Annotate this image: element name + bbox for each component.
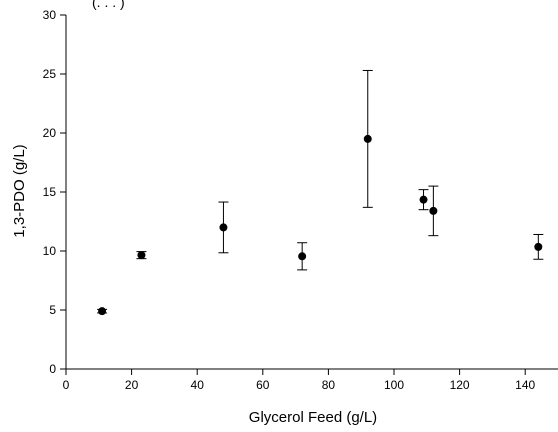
axes: 0 5 10 15 20 25 30 0 20 40 60 80 100 120 140 <box>43 8 558 392</box>
data-point <box>429 206 438 215</box>
data-point-group <box>418 189 429 211</box>
data-point <box>363 134 372 143</box>
x-tick-label: 60 <box>256 378 270 392</box>
x-tick-label: 40 <box>191 378 205 392</box>
data-marks <box>97 69 544 316</box>
x-tick-label: 120 <box>450 378 470 392</box>
chart-title-fragment: (. . . ) <box>92 0 125 10</box>
x-tick-label: 20 <box>125 378 139 392</box>
y-tick-label: 20 <box>43 126 57 140</box>
x-tick-label: 80 <box>322 378 336 392</box>
data-point <box>419 195 428 204</box>
data-point <box>534 242 543 251</box>
x-axis-label: Glycerol Feed (g/L) <box>249 409 377 426</box>
y-tick-label: 0 <box>49 362 56 376</box>
data-point-group <box>297 242 308 271</box>
y-tick-label: 30 <box>43 8 57 22</box>
x-tick-label: 100 <box>384 378 404 392</box>
data-point-group <box>97 307 108 316</box>
data-point <box>137 251 146 260</box>
y-tick-label: 10 <box>43 244 57 258</box>
data-point-group <box>218 201 229 254</box>
data-point-group <box>362 69 373 208</box>
data-point-group <box>533 233 544 260</box>
x-tick-label: 140 <box>515 378 535 392</box>
y-axis-label: 1,3-PDO (g/L) <box>11 144 28 237</box>
y-tick-label: 25 <box>43 67 57 81</box>
data-point-group <box>428 185 439 237</box>
data-point-group <box>136 251 147 260</box>
data-point <box>298 252 307 261</box>
data-point <box>219 223 228 232</box>
y-tick-label: 5 <box>49 303 56 317</box>
x-tick-label: 0 <box>63 378 70 392</box>
data-point <box>98 307 107 316</box>
y-tick-label: 15 <box>43 185 57 199</box>
